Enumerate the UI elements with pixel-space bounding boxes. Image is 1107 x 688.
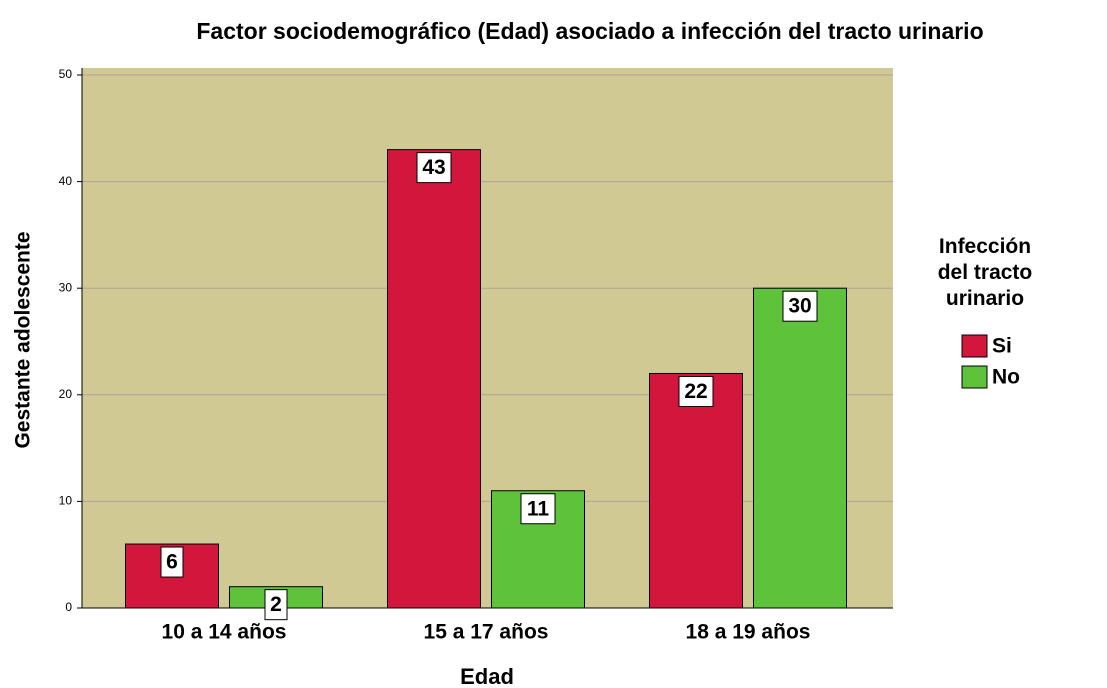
- value-label-box: [520, 493, 556, 525]
- y-tick-label: 0: [65, 600, 72, 614]
- legend-label: Si: [992, 335, 1012, 358]
- value-label-box: [416, 152, 452, 184]
- y-tick-label: 10: [59, 494, 73, 508]
- value-label-group: 43: [416, 152, 452, 184]
- y-tick-label: 30: [59, 280, 73, 294]
- value-label: 22: [684, 380, 707, 403]
- bar: [649, 372, 743, 609]
- bar: [387, 149, 481, 609]
- value-label-group: 22: [678, 375, 714, 407]
- x-tick-label: 18 a 19 años: [686, 621, 811, 644]
- value-label: 6: [166, 551, 178, 574]
- x-tick-label: 10 a 14 años: [162, 621, 287, 644]
- value-label: 2: [270, 593, 282, 616]
- value-label-box: [160, 546, 184, 578]
- y-axis-title: Gestante adolescente: [12, 231, 35, 448]
- bar: [753, 287, 847, 609]
- legend-swatch: [961, 365, 988, 389]
- legend-title: Infección del tracto urinario: [937, 235, 1033, 310]
- value-label: 30: [788, 295, 811, 318]
- value-label-box: [678, 375, 714, 407]
- value-label-box: [782, 290, 818, 322]
- legend-swatch: [961, 334, 988, 358]
- value-label-group: 2: [264, 589, 288, 621]
- y-tick-label: 20: [59, 387, 73, 401]
- value-label: 43: [422, 156, 445, 179]
- value-label: 11: [527, 497, 550, 520]
- y-tick-label: 50: [59, 67, 73, 81]
- y-tick-label: 40: [59, 174, 73, 188]
- value-label-box: [264, 589, 288, 621]
- x-axis-title: Edad: [460, 664, 514, 688]
- x-tick-label: 15 a 17 años: [424, 621, 549, 644]
- value-label-group: 6: [160, 546, 184, 578]
- value-label-group: 11: [520, 493, 556, 525]
- chart-title: Factor sociodemográfico (Edad) asociado …: [196, 18, 983, 44]
- legend-label: No: [992, 366, 1020, 389]
- value-label-group: 30: [782, 290, 818, 322]
